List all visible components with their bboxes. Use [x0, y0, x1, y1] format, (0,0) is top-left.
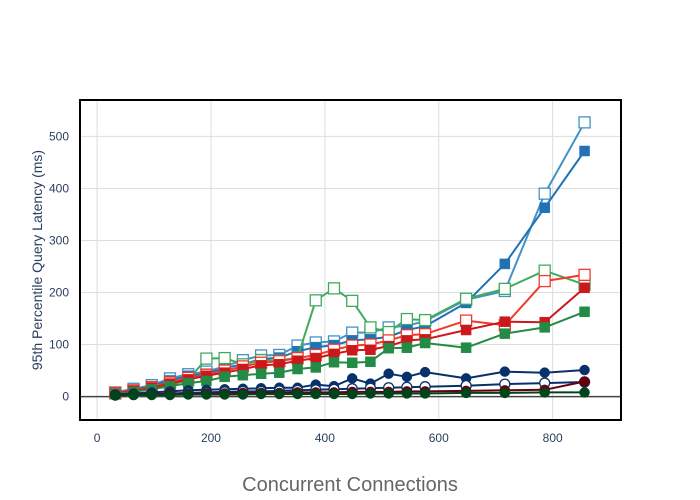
series-line [115, 287, 586, 395]
data-point [419, 366, 431, 378]
x-tick-label: 400 [315, 431, 335, 445]
data-point [460, 324, 472, 336]
data-point [418, 313, 432, 327]
data-point [579, 306, 590, 318]
y-tick-label: 400 [49, 181, 69, 195]
data-point [146, 389, 158, 401]
x-tick-label: 600 [429, 431, 449, 445]
data-point [499, 328, 511, 339]
data-point [401, 342, 413, 353]
y-tick-label: 200 [49, 286, 69, 300]
data-point [365, 344, 376, 356]
series-line [115, 391, 585, 397]
data-point [201, 389, 212, 400]
data-point [237, 389, 249, 400]
series-line [115, 369, 585, 396]
data-point [309, 294, 322, 307]
data-point [579, 282, 590, 294]
data-point [499, 316, 511, 327]
data-point [579, 145, 590, 157]
data-point [539, 367, 550, 378]
data-point [499, 366, 511, 377]
y-tick-label: 100 [49, 338, 69, 352]
data-point [201, 375, 212, 387]
data-point [237, 370, 249, 381]
data-point [219, 371, 230, 383]
data-point [365, 388, 376, 399]
data-point [539, 387, 550, 398]
data-point [346, 294, 359, 307]
x-tick-label: 800 [543, 431, 563, 445]
plot-frame [79, 99, 622, 421]
data-point [310, 362, 322, 373]
x-axis-title: Concurrent Connections [242, 474, 458, 496]
data-point [255, 368, 267, 379]
data-point [579, 364, 590, 376]
data-point [460, 342, 472, 353]
data-point [328, 388, 340, 400]
series-line [115, 310, 585, 395]
data-point [499, 258, 511, 270]
data-point [328, 356, 340, 368]
data-point [539, 202, 550, 213]
data-point [383, 342, 394, 354]
x-tick-label: 0 [94, 431, 101, 445]
data-point [346, 388, 358, 400]
data-point [365, 356, 376, 367]
data-point [310, 388, 322, 400]
y-tick-label: 0 [62, 390, 69, 404]
data-point [255, 388, 267, 400]
data-point [164, 389, 176, 401]
data-point [346, 373, 358, 384]
data-point [218, 351, 231, 365]
data-point [539, 322, 550, 333]
data-point [499, 387, 511, 399]
y-tick-label: 500 [49, 129, 69, 143]
data-point [383, 368, 394, 379]
data-point [128, 389, 139, 401]
data-point [182, 389, 194, 400]
x-tick-label: 200 [201, 431, 221, 445]
data-point [346, 345, 358, 356]
y-tick-label: 300 [49, 233, 69, 247]
data-point [383, 388, 394, 399]
data-point [459, 314, 473, 327]
data-point [310, 352, 322, 364]
data-point [364, 321, 377, 334]
data-point [579, 376, 590, 387]
data-point [460, 387, 472, 399]
data-point [327, 282, 341, 295]
data-point [579, 387, 590, 398]
data-point [292, 363, 303, 375]
data-point [538, 187, 551, 200]
data-point [498, 282, 511, 296]
data-point [274, 388, 285, 400]
y-tick-labels: 0 100 200 300 400 500 [49, 129, 69, 403]
y-axis-title: 95th Percentile Query Latency (ms) [29, 150, 45, 370]
data-point [274, 367, 285, 378]
series-9 [110, 387, 590, 401]
data-point [578, 268, 591, 281]
data-point [419, 388, 431, 399]
data-point [110, 390, 121, 401]
data-point [578, 116, 591, 129]
data-point [219, 389, 230, 400]
x-tick-labels: 0 200 400 600 800 [94, 431, 563, 445]
series-layer [109, 116, 591, 401]
data-point [400, 312, 414, 326]
data-point [292, 388, 303, 400]
data-point [346, 357, 358, 369]
data-point [401, 388, 413, 399]
data-point [538, 264, 551, 277]
data-point [459, 292, 473, 305]
series-line [115, 273, 585, 394]
data-point [401, 371, 413, 383]
data-point [200, 352, 213, 365]
data-point [538, 274, 551, 288]
data-point [419, 337, 431, 349]
series-line [115, 150, 586, 394]
